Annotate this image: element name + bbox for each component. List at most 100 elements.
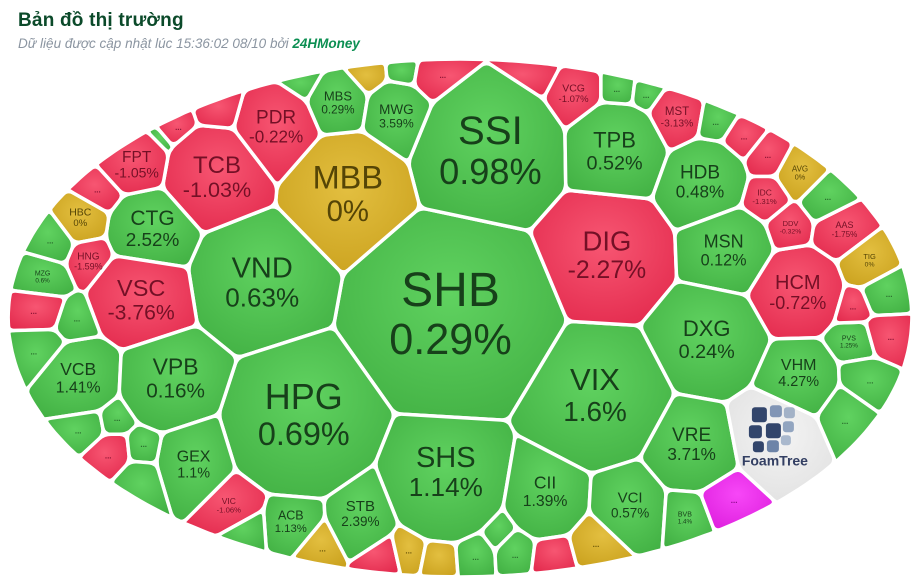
cell-other-61[interactable] xyxy=(110,460,173,518)
cell-other-43[interactable]: ... xyxy=(699,468,776,532)
cell-label: -1.59% xyxy=(74,262,103,272)
cell-label: VIX xyxy=(570,362,620,397)
cell-other-51[interactable] xyxy=(147,126,174,154)
cell-mst[interactable]: MST-3.13% xyxy=(648,87,705,151)
cell-label: TCB xyxy=(193,152,241,179)
cell-other-62-shape xyxy=(217,510,268,554)
cell-label: SHS xyxy=(416,442,476,474)
foamtree-logo-chip xyxy=(751,407,767,423)
cell-label: MBB xyxy=(313,160,383,196)
cell-other-82[interactable]: ... xyxy=(816,385,882,464)
cell-other-79[interactable]: ... xyxy=(833,283,874,325)
cell-other-48[interactable] xyxy=(484,57,561,98)
cell-other-44[interactable] xyxy=(277,69,324,101)
cell-other-69[interactable]: ... xyxy=(493,528,537,578)
cell-label: 4.27% xyxy=(778,374,819,390)
cell-other-49-shape xyxy=(192,89,245,130)
cell-label: HPG xyxy=(265,376,343,417)
cell-other-70[interactable] xyxy=(530,534,580,575)
brand-24hmoney[interactable]: 24HMoney xyxy=(292,36,360,51)
cell-other-52-shape xyxy=(66,165,124,214)
cell-label: 1.13% xyxy=(275,523,307,535)
cell-other-63[interactable]: ... xyxy=(292,519,350,571)
cell-label: 0.57% xyxy=(611,505,649,520)
cell-label: HNG xyxy=(77,252,99,263)
cell-other-50[interactable]: ... xyxy=(155,108,199,146)
cell-other-49[interactable] xyxy=(192,89,245,130)
cell-other-71[interactable]: ... xyxy=(568,512,637,569)
cell-foamtree[interactable]: FoamTree xyxy=(725,386,836,504)
cell-tcb[interactable]: TCB-1.03% xyxy=(161,124,279,234)
cell-other-46[interactable] xyxy=(384,58,420,87)
cell-other-53[interactable]: ... xyxy=(21,210,75,265)
cell-label: CTG xyxy=(130,207,174,230)
cell-other-69-shape xyxy=(493,528,537,578)
cell-other-44-shape xyxy=(277,69,324,101)
cell-other-72[interactable]: ... xyxy=(599,70,637,106)
cell-label: HCM xyxy=(775,272,821,294)
cell-label: TPB xyxy=(593,127,636,152)
cell-label: ... xyxy=(512,551,519,560)
cell-label: -0.72% xyxy=(769,293,826,313)
cell-fpt-shape xyxy=(95,130,170,196)
cell-label: 1.41% xyxy=(56,380,101,397)
cell-other-73[interactable]: ... xyxy=(630,78,667,113)
cell-label: PVS xyxy=(842,335,856,342)
cell-label: ... xyxy=(764,151,771,160)
cell-pdr[interactable]: PDR-0.22% xyxy=(233,80,322,185)
foamtree-logo-chip xyxy=(783,407,795,419)
cell-idc[interactable]: IDC-1.31% xyxy=(740,174,792,224)
cell-label: ... xyxy=(105,451,112,460)
cell-fpt[interactable]: FPT-1.05% xyxy=(95,130,170,196)
cell-label: VRE xyxy=(672,425,711,446)
cell-other-64-shape xyxy=(345,535,402,576)
cell-label: 0% xyxy=(795,172,806,181)
cell-label: GEX xyxy=(177,448,211,465)
cell-other-64[interactable] xyxy=(345,535,402,576)
cell-label: 0.29% xyxy=(389,316,511,364)
cell-label: FPT xyxy=(122,149,152,166)
cell-other-56[interactable]: ... xyxy=(7,327,66,391)
cell-label: 1.39% xyxy=(523,493,568,510)
cell-label: -2.27% xyxy=(568,257,647,284)
cell-other-65[interactable]: ... xyxy=(390,524,428,578)
cell-other-66[interactable] xyxy=(418,539,460,579)
cell-other-76[interactable]: ... xyxy=(743,128,794,179)
cell-other-77[interactable]: ... xyxy=(798,169,861,223)
cell-label: 0.12% xyxy=(701,252,747,270)
cell-label: ... xyxy=(30,348,37,357)
cell-other-68[interactable] xyxy=(480,509,517,550)
cell-other-60[interactable]: ... xyxy=(125,423,163,465)
cell-label: SSI xyxy=(458,108,523,153)
cell-label: DDV xyxy=(783,219,799,228)
cell-mbs-shape xyxy=(306,66,369,137)
update-time: 15:36:02 08/10 xyxy=(176,36,267,51)
cell-label: DIG xyxy=(582,225,631,256)
cell-label: 1.14% xyxy=(409,472,483,502)
cell-label: TIG xyxy=(863,252,876,261)
cell-label: 0.48% xyxy=(676,183,724,202)
cell-label: ... xyxy=(74,315,81,324)
cell-other-52[interactable]: ... xyxy=(66,165,124,214)
cell-label: ... xyxy=(472,553,479,562)
cell-other-62[interactable] xyxy=(217,510,268,554)
cell-vcb-shape xyxy=(25,335,123,421)
cell-label: ... xyxy=(886,290,893,299)
cell-other-73-shape xyxy=(630,78,667,113)
